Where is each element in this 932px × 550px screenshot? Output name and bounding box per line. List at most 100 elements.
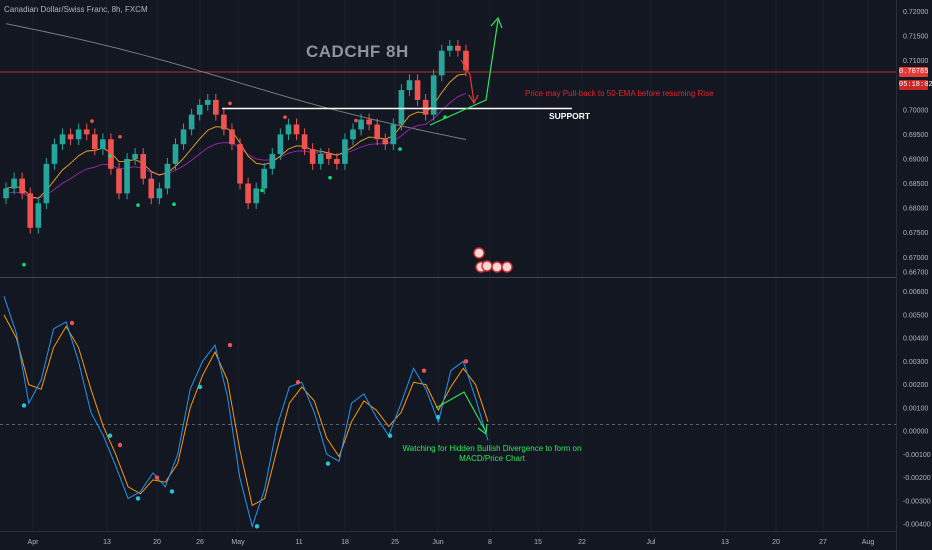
macd-tick-label: 0.00200 — [903, 382, 928, 389]
macd-cross-dot — [254, 524, 260, 529]
event-icons[interactable] — [473, 247, 513, 273]
sma-200-line — [5, 23, 467, 140]
macd-cross-dot — [107, 433, 113, 438]
candle-body — [447, 45, 453, 51]
candle-body — [124, 158, 130, 194]
macd-cross-dot — [227, 342, 233, 348]
time-tick-label: Jun — [432, 539, 443, 546]
candle-body — [342, 139, 348, 164]
macd-cross-dot — [435, 414, 441, 420]
candle-body — [91, 134, 98, 150]
macd-cross-dot — [197, 384, 203, 390]
candle-body — [221, 114, 227, 130]
chart-watermark: CADCHF 8H — [306, 42, 409, 61]
price-tick-label: 0.72000 — [903, 9, 928, 16]
candle-body — [366, 119, 372, 125]
macd-tick-label: -0.00300 — [903, 498, 931, 505]
green-divergence-arrow[interactable] — [435, 391, 488, 436]
candle-body — [358, 119, 364, 130]
macd-tick-label: -0.00200 — [903, 475, 931, 482]
signal-dot — [22, 262, 26, 267]
price-tick-label: 0.68000 — [903, 206, 928, 213]
current-price-tag: 0.70785 — [899, 67, 929, 77]
macd-cross-dot — [154, 475, 160, 480]
candle-body — [301, 134, 308, 150]
price-tick-label: 0.68500 — [903, 181, 928, 188]
time-tick-label: 27 — [819, 539, 827, 546]
macd-tick-label: -0.00100 — [903, 452, 931, 459]
red-pullback-arrow[interactable] — [460, 59, 479, 105]
candle-body — [398, 90, 405, 125]
price-tick-label: 0.67500 — [903, 230, 928, 237]
candle-body — [374, 124, 381, 140]
macd-cross-dot — [169, 489, 175, 494]
signal-dots — [22, 101, 447, 267]
candle-body — [188, 114, 195, 130]
support-label[interactable]: SUPPORT — [549, 111, 591, 121]
time-tick-label: 20 — [772, 539, 780, 546]
candle-body — [11, 178, 17, 189]
macd-tick-label: 0.00600 — [903, 289, 928, 296]
price-tick-label: 0.71000 — [903, 58, 928, 65]
signal-dot — [228, 101, 232, 106]
event-icon[interactable] — [491, 261, 503, 273]
candle-body — [51, 144, 58, 164]
macd-cross-dot — [463, 359, 469, 364]
macd-axis[interactable]: 0.00600 0.00500 0.00400 0.00300 0.00200 0.001… — [903, 289, 931, 528]
signal-dot — [172, 202, 176, 206]
macd-tick-label: 0.00000 — [903, 429, 928, 436]
signal-dot — [108, 154, 112, 158]
candle-body — [213, 99, 219, 115]
candle-body — [35, 203, 42, 228]
macd-line — [3, 296, 489, 529]
price-axis[interactable]: 0.72000 0.71500 0.71000 0.70000 0.69500 0.690… — [903, 9, 928, 277]
grid — [32, 0, 869, 531]
event-icon[interactable] — [481, 260, 493, 272]
candle-body — [455, 45, 461, 51]
candles[interactable] — [3, 39, 469, 234]
macd-tick-label: -0.00400 — [903, 522, 931, 529]
time-tick-label: 8 — [488, 539, 492, 546]
signal-dot — [90, 119, 94, 123]
time-tick-label: Apr — [28, 539, 40, 546]
macd-cross-dot — [421, 368, 427, 373]
candle-body — [116, 168, 122, 194]
candle-body — [229, 129, 235, 145]
price-tick-label: 0.67000 — [903, 255, 928, 262]
candle-body — [334, 158, 340, 164]
candle-body — [261, 168, 268, 189]
time-tick-label: 20 — [153, 539, 161, 546]
candle-body — [59, 134, 66, 145]
candle-body — [148, 178, 155, 199]
candle-body — [350, 129, 356, 140]
macd-cross-dot — [325, 461, 331, 466]
price-tick-label: 0.70000 — [903, 107, 928, 114]
candle-body — [414, 80, 421, 100]
event-icon[interactable] — [473, 247, 485, 259]
time-tick-label: 26 — [196, 539, 204, 546]
candle-body — [245, 183, 251, 204]
macd-cross-dots — [21, 320, 469, 529]
candle-body — [108, 139, 114, 169]
candle-body — [293, 124, 300, 135]
signal-dot — [354, 118, 358, 123]
signal-dot — [136, 203, 140, 207]
event-icon[interactable] — [501, 261, 513, 273]
time-tick-label: 18 — [341, 539, 349, 546]
candle-body — [164, 163, 171, 189]
divergence-annotation[interactable]: Watching for Hidden Bullish Divergence t… — [402, 444, 582, 463]
time-axis[interactable]: Apr 13 20 26 May 11 18 25 Jun 8 15 22 Jul 13 20 27 Aug — [28, 539, 875, 546]
macd-lines — [3, 296, 489, 529]
macd-tick-label: 0.00500 — [903, 312, 928, 319]
candle-body — [180, 129, 187, 145]
macd-tick-label: 0.00300 — [903, 359, 928, 366]
green-rise-arrow[interactable] — [429, 16, 503, 126]
ema-50-line — [5, 73, 467, 199]
candle-body — [277, 134, 284, 155]
signal-dot — [398, 147, 402, 151]
candle-body — [390, 124, 397, 145]
time-tick-label: 22 — [578, 539, 586, 546]
pullback-annotation[interactable]: Price may Pull-back to 50-EMA before res… — [525, 89, 714, 98]
candle-body — [100, 139, 106, 150]
